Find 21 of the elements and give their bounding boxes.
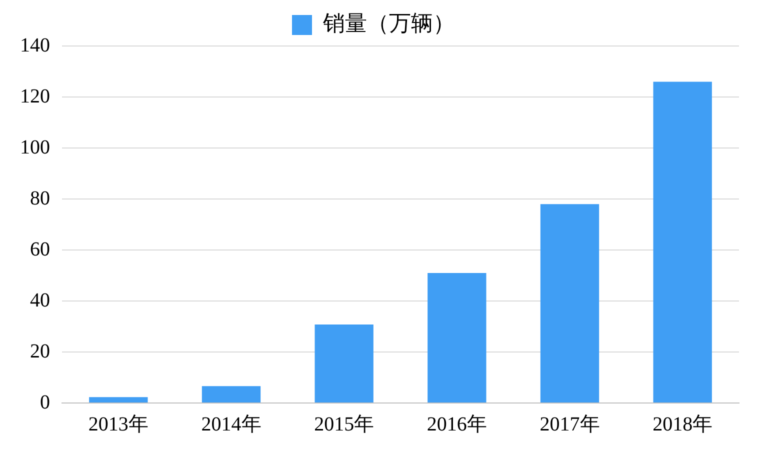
y-tick-label: 0 xyxy=(40,391,50,414)
legend-label: 销量（万辆） xyxy=(322,12,455,37)
y-tick-label: 80 xyxy=(30,187,50,210)
x-tick-label: 2015年 xyxy=(314,413,374,436)
bar xyxy=(428,272,486,402)
x-tick-label: 2017年 xyxy=(540,413,600,436)
y-tick-label: 60 xyxy=(30,238,50,260)
bar xyxy=(540,204,600,402)
x-tick-label: 2016年 xyxy=(426,413,487,436)
x-tick-label: 2013年 xyxy=(88,413,148,436)
x-tick-label: 2018年 xyxy=(652,413,713,436)
y-tick-label: 20 xyxy=(30,340,50,362)
bar xyxy=(202,386,261,402)
bar xyxy=(314,324,374,402)
bar xyxy=(653,82,712,402)
y-tick-label: 140 xyxy=(20,34,50,56)
y-tick-label: 40 xyxy=(30,289,50,312)
bar xyxy=(89,397,148,402)
x-tick-label: 2014年 xyxy=(201,413,262,436)
y-tick-label: 100 xyxy=(20,136,50,158)
y-tick-label: 120 xyxy=(20,85,50,108)
